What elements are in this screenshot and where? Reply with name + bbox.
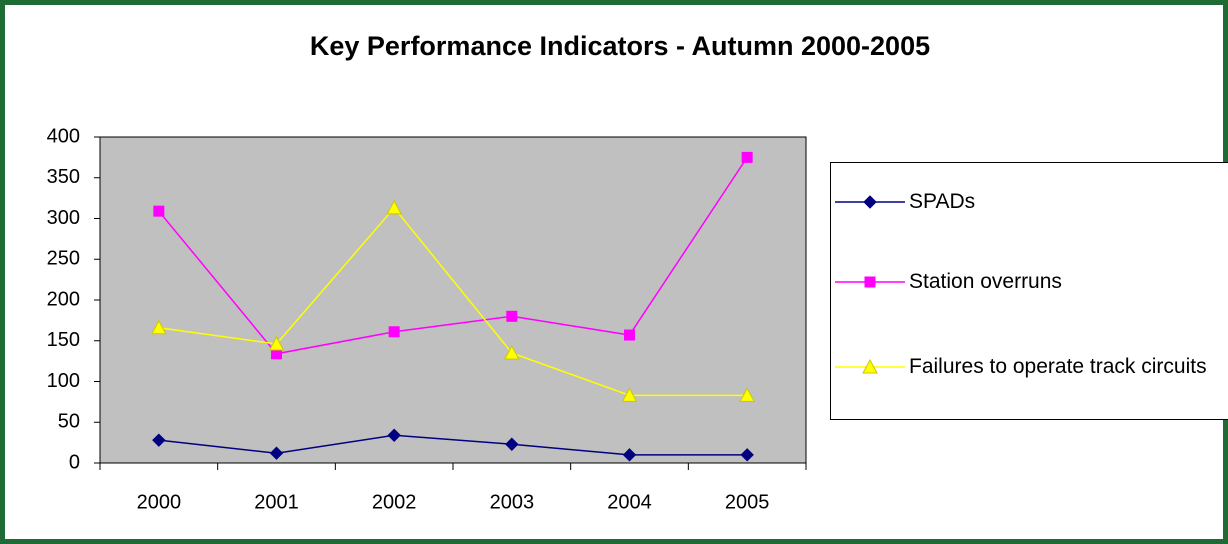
marker — [269, 446, 284, 460]
chart-title: Key Performance Indicators - Autumn 2000… — [310, 31, 930, 61]
marker — [152, 433, 166, 447]
marker — [622, 448, 637, 462]
marker — [624, 329, 635, 341]
marker — [386, 199, 403, 215]
y-tick-label: 50 — [58, 411, 80, 433]
legend-entry: Failures to operate track circuits — [831, 351, 1228, 383]
x-tick-label: 2005 — [725, 491, 770, 513]
marker — [862, 358, 878, 374]
marker — [741, 151, 753, 163]
y-tick-label: 150 — [47, 329, 80, 351]
x-tick-label: 2001 — [254, 491, 299, 513]
legend-label: SPADs — [909, 190, 976, 213]
marker — [503, 344, 520, 360]
legend-swatch — [835, 195, 905, 209]
y-tick-label: 300 — [47, 207, 80, 229]
legend-label: Station overruns — [909, 270, 1062, 293]
x-tick-label: 2003 — [490, 491, 535, 513]
y-tick-label: 200 — [47, 288, 80, 310]
marker — [863, 195, 877, 209]
marker — [268, 335, 285, 351]
marker — [864, 276, 876, 288]
legend-entry: Station overruns — [831, 266, 1228, 298]
marker — [621, 387, 638, 402]
legend: SPADs Station overruns Failures to operate… — [830, 162, 1228, 420]
y-tick-label: 100 — [47, 370, 80, 392]
series-line — [158, 156, 748, 355]
plot-area — [99, 136, 807, 464]
legend-entry: SPADs — [831, 186, 1228, 218]
marker — [150, 319, 167, 335]
marker — [153, 205, 165, 217]
y-tick-label: 0 — [69, 451, 80, 473]
y-tick-label: 400 — [47, 125, 80, 147]
x-tick-label: 2000 — [137, 491, 182, 513]
y-tick-label: 250 — [47, 248, 80, 270]
legend-swatch — [835, 358, 905, 374]
x-tick-label: 2004 — [607, 491, 652, 513]
x-tick-label: 2002 — [372, 491, 417, 513]
y-tick-label: 350 — [47, 166, 80, 188]
legend-label: Failures to operate track circuits — [909, 355, 1207, 378]
marker — [740, 448, 754, 462]
marker — [388, 326, 400, 338]
marker — [387, 428, 401, 442]
marker — [739, 387, 756, 402]
series-line — [158, 206, 748, 397]
marker — [506, 310, 518, 322]
series-line — [158, 434, 748, 456]
legend-swatch — [835, 276, 905, 288]
marker — [505, 437, 519, 451]
